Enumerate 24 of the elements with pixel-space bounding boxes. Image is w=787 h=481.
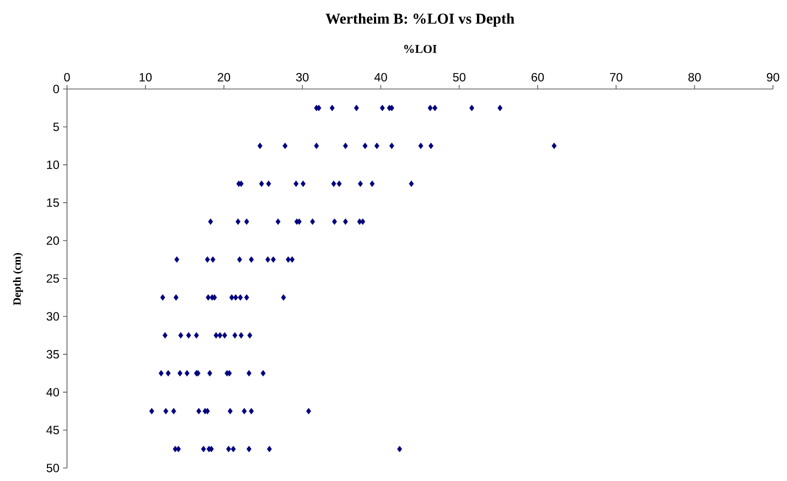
- y-tick-label: 50: [46, 464, 60, 472]
- y-tick-label: 0: [53, 84, 60, 94]
- x-tick-label: 50: [453, 72, 466, 82]
- x-tick-label: 20: [218, 72, 230, 82]
- y-tick-label: 15: [47, 198, 59, 207]
- x-tick-label: 70: [610, 72, 622, 82]
- y-axis-title: Depth (cm): [13, 253, 23, 306]
- x-tick-label: 90: [766, 72, 780, 82]
- y-tick-label: 30: [46, 312, 60, 321]
- y-tick-label: 5: [53, 122, 59, 132]
- x-axis-title: %LOI: [404, 44, 437, 54]
- y-tick-label: 10: [47, 160, 60, 170]
- x-tick-label: 80: [688, 72, 701, 82]
- y-tick-label: 25: [46, 274, 59, 283]
- x-tick-label: 60: [532, 72, 544, 82]
- y-tick-label: 20: [46, 236, 60, 245]
- x-tick-label: 40: [374, 72, 387, 82]
- x-tick-label: 10: [140, 72, 152, 82]
- x-tick-label: 0: [64, 72, 70, 82]
- y-tick-label: 35: [46, 350, 59, 359]
- y-tick-label: 45: [46, 426, 59, 434]
- chart-title: Wertheim B: %LOI vs Depth: [326, 13, 514, 27]
- y-tick-label: 40: [46, 388, 60, 396]
- x-tick-label: 30: [296, 72, 309, 82]
